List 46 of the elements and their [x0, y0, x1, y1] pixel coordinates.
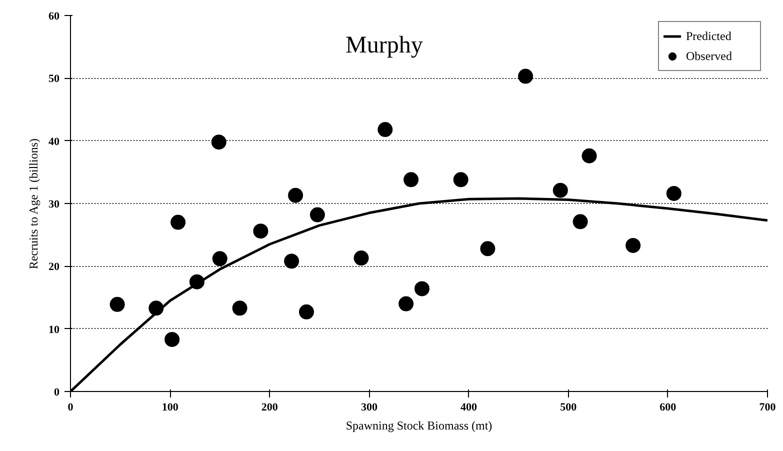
y-tick-label: 30 [48, 198, 60, 210]
legend-label: Observed [686, 48, 733, 64]
point [480, 241, 496, 256]
point [170, 214, 186, 230]
y-tick-label: 60 [48, 10, 60, 22]
text: Murphy [345, 32, 423, 59]
point [189, 274, 204, 290]
x-tick-label: 100 [162, 402, 179, 414]
point [404, 172, 419, 188]
point [552, 182, 568, 198]
point [398, 296, 414, 312]
x-tick-label: 700 [759, 402, 776, 414]
x-tick-label: 200 [261, 402, 278, 414]
point [298, 304, 314, 320]
point [284, 254, 300, 269]
point [453, 172, 468, 188]
point [288, 188, 304, 203]
point [164, 332, 180, 347]
legend-label: Predicted [686, 28, 732, 44]
point [626, 238, 641, 253]
point [582, 148, 597, 164]
y-tick-label: 0 [54, 386, 60, 398]
point [666, 186, 682, 201]
x-tick-label: 0 [68, 402, 74, 414]
point [253, 224, 268, 239]
y-tick-label: 50 [48, 73, 60, 86]
y-tick-label: 10 [48, 324, 60, 336]
point [232, 300, 248, 316]
point [414, 281, 430, 296]
point [310, 207, 325, 222]
point [110, 296, 125, 312]
x-tick-label: 500 [560, 402, 578, 414]
y-axis-title: Recruits to Age 1 (billions) [26, 138, 40, 270]
y-tick-label: 20 [48, 261, 60, 274]
x-tick-label: 400 [460, 402, 478, 414]
point [572, 214, 588, 230]
point [211, 134, 226, 150]
x-axis-title: Spawning Stock Biomass (mt) [346, 418, 492, 432]
point [378, 122, 393, 138]
x-tick-label: 300 [360, 402, 378, 414]
point [148, 300, 164, 316]
y-tick-label: 40 [48, 136, 60, 148]
point [212, 251, 228, 266]
point [518, 68, 534, 84]
x-tick-label: 600 [660, 402, 677, 414]
point [354, 250, 369, 266]
